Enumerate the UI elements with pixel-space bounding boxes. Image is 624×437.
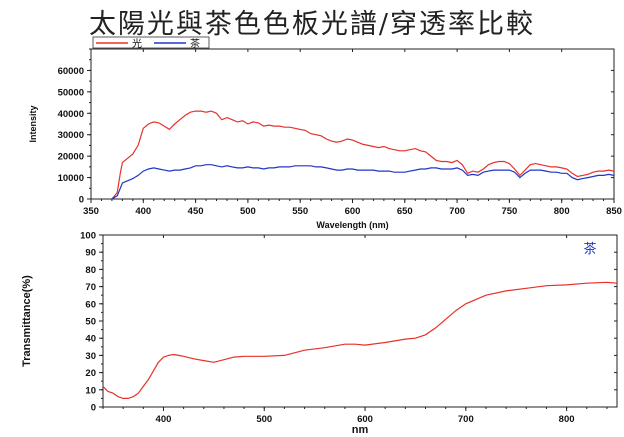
x-tick-label: 600	[345, 206, 361, 217]
x-tick-label: 550	[292, 206, 308, 217]
x-tick-label: 650	[397, 206, 413, 217]
x-tick-label: 800	[554, 206, 570, 217]
slide-title: 太陽光與茶色色板光譜/穿透率比較	[88, 9, 536, 40]
x-tick-label: 850	[606, 206, 622, 217]
x-tick-label: 750	[501, 206, 517, 217]
y-tick-label: 50	[85, 317, 96, 328]
x-tick-label: 400	[156, 414, 172, 425]
y-tick-label: 30000	[58, 130, 84, 141]
series-line-1	[102, 281, 618, 399]
legend: 光茶	[92, 36, 210, 50]
x-tick-label: 500	[256, 414, 272, 425]
x-tick-label: 700	[458, 414, 474, 425]
series-line-1	[111, 110, 615, 200]
legend-label-1: 光	[132, 37, 142, 50]
legend-label-2: 茶	[190, 37, 200, 50]
x-tick-label: 700	[449, 206, 465, 217]
plot-frame	[90, 48, 615, 200]
x-tick-label: 400	[135, 206, 151, 217]
plot-frame	[102, 234, 618, 408]
y-axis-label: Transmittance(%)	[21, 275, 33, 367]
x-tick-label: 450	[188, 206, 204, 217]
x-tick-label: 600	[357, 414, 373, 425]
y-tick-label: 100	[80, 231, 96, 242]
x-tick-label: 800	[559, 414, 575, 425]
x-axis-label: Wavelength (nm)	[316, 220, 388, 230]
transmittance-chart: 400 500 600 700 800 0 10 20 30 40 50 60 70 80 90 100 nm T…	[21, 231, 618, 436]
y-tick-label: 10000	[58, 173, 84, 184]
y-tick-label: 60	[85, 299, 96, 310]
y-tick-label: 80	[85, 265, 96, 276]
y-tick-label: 20	[85, 368, 96, 379]
y-tick-label: 50000	[58, 87, 84, 98]
y-tick-label: 30	[85, 351, 96, 362]
series-annotation: 茶	[583, 241, 596, 257]
y-tick-label: 70	[85, 282, 96, 293]
series-line-2	[111, 164, 615, 200]
x-axis-label: nm	[352, 424, 369, 436]
y-tick-label: 40	[85, 334, 96, 345]
y-tick-label: 0	[91, 403, 96, 414]
y-tick-label: 90	[85, 248, 96, 259]
x-tick-label: 350	[83, 206, 99, 217]
x-tick-label: 500	[240, 206, 256, 217]
y-tick-label: 60000	[58, 66, 84, 77]
intensity-chart: 350 400 450 500 550 600 650 700 750 800 850 0 10000 2…	[28, 36, 622, 230]
y-axis-label: Intensity	[28, 105, 38, 142]
y-tick-label: 10	[85, 385, 96, 396]
y-tick-label: 0	[79, 195, 84, 206]
legend-box	[92, 36, 210, 49]
y-tick-label: 20000	[58, 152, 84, 163]
y-tick-label: 40000	[58, 109, 84, 120]
